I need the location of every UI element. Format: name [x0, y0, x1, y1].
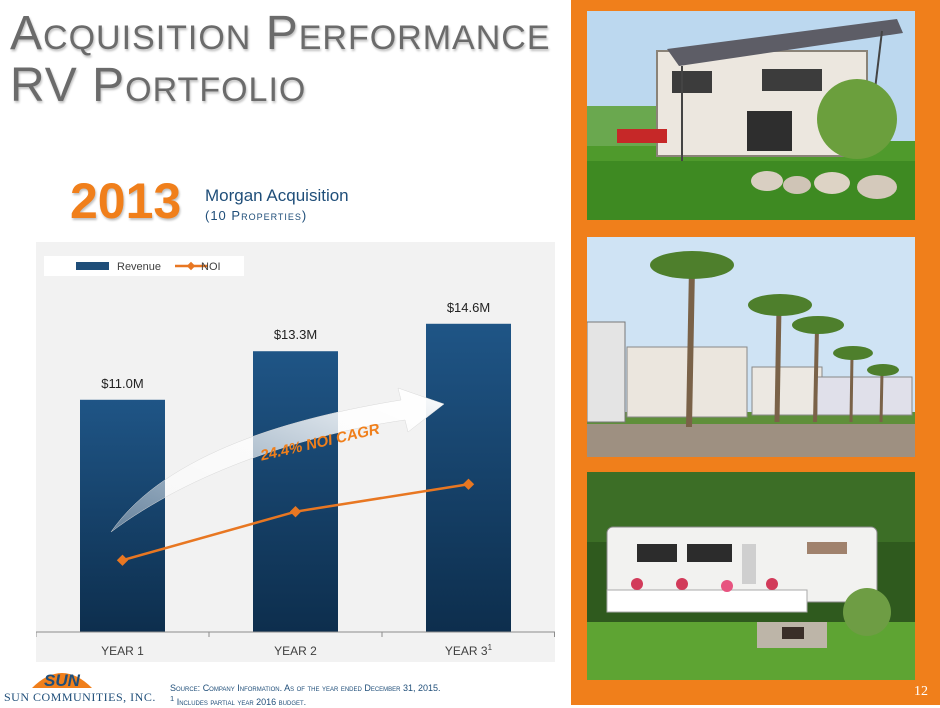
- sun-communities-logo: SUN SUN COMMUNITIES, INC.: [4, 664, 164, 704]
- rv-site-with-awning-photo: [587, 11, 915, 220]
- acquisition-year: 2013: [70, 173, 182, 229]
- revenue-bar-2: [253, 351, 338, 632]
- legend-noi-label: NOI: [201, 261, 221, 273]
- footnote-text: Includes partial year 2016 budget.: [176, 696, 307, 707]
- palm-trees-rv-park-photo: [587, 237, 915, 457]
- chart-area: $11.0M $13.3M $14.6M YEAR 1 YEAR 2 YEAR 31 24.…: [36, 242, 555, 662]
- source-label: Source:: [170, 683, 201, 693]
- revenue-data-label-1: $11.0M: [101, 376, 143, 391]
- legend-box: [44, 256, 244, 276]
- sun-logo-icon: SUN: [32, 671, 92, 690]
- source-note: Source: Company Information. As of the y…: [170, 683, 441, 708]
- noi-point-3: [462, 478, 475, 490]
- legend-revenue-swatch: [76, 262, 109, 270]
- x-tick-label-3: YEAR 31: [445, 643, 493, 658]
- revenue-bar-3: [426, 323, 511, 632]
- title-line-1: Acquisition Performance: [10, 7, 551, 60]
- page-number: 12: [914, 684, 928, 699]
- source-text: Company Information. As of the year ende…: [202, 683, 441, 693]
- legend-noi-marker: [186, 261, 196, 271]
- revenue-data-label-3: $14.6M: [447, 300, 490, 315]
- cagr-arrow: [110, 387, 445, 533]
- footnote-marker: 1: [170, 693, 175, 703]
- photo-panel: 12: [571, 0, 940, 705]
- title-line-2: RV Portfolio: [10, 59, 307, 112]
- logo-company-name: SUN COMMUNITIES, INC.: [4, 690, 156, 704]
- logo-wordmark: SUN: [44, 671, 81, 690]
- footnote-line: 1 Includes partial year 2016 budget.: [170, 694, 441, 708]
- slide-title: Acquisition Performance RV Portfolio: [10, 10, 551, 110]
- acquisition-name: Morgan Acquisition: [205, 186, 349, 205]
- legend-revenue-label: Revenue: [117, 261, 161, 273]
- trailer-with-garden-photo: [587, 472, 915, 680]
- x-tick-label-1: YEAR 1: [101, 644, 144, 658]
- x-tick-label-2: YEAR 2: [274, 644, 317, 658]
- source-line: Source: Company Information. As of the y…: [170, 683, 441, 694]
- revenue-bar-1: [80, 399, 165, 632]
- acquisition-properties: (10 Properties): [205, 208, 308, 223]
- revenue-data-label-2: $13.3M: [274, 327, 317, 342]
- noi-point-2: [289, 506, 302, 518]
